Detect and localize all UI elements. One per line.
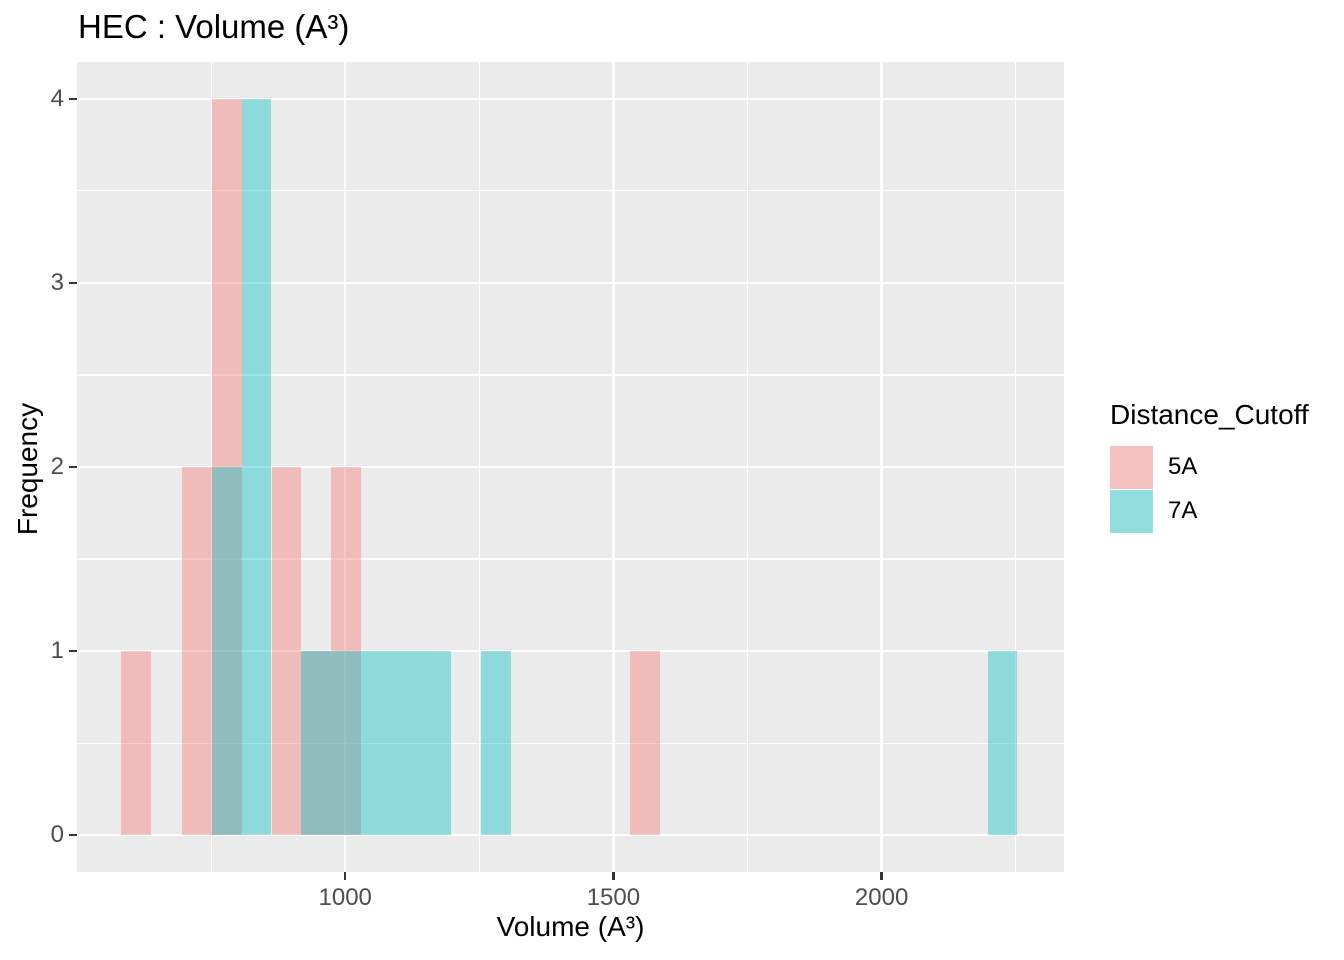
x-tick-mark [612, 872, 615, 880]
histogram-bar-7A [480, 651, 511, 836]
gridline-y-minor [77, 374, 1064, 376]
x-axis-title: Volume (A³) [496, 911, 645, 942]
histogram-bar-7A [331, 651, 361, 836]
y-tick-mark [68, 97, 77, 101]
histogram-bar-5A [272, 467, 302, 836]
gridline-y-major [77, 833, 1064, 837]
histogram-bar-5A [182, 467, 213, 836]
histogram-bar-5A [301, 651, 332, 836]
y-tick-mark [68, 649, 77, 653]
histogram-bar-7A [242, 98, 272, 836]
histogram-bar-7A [301, 651, 332, 836]
legend-swatch-7A [1110, 490, 1153, 533]
y-tick-label: 2 [50, 453, 64, 480]
histogram-bar-5A [120, 651, 152, 836]
y-tick-mark [68, 833, 77, 837]
gridline-y-minor [77, 742, 1064, 744]
y-tick-label: 1 [50, 637, 64, 665]
x-tick-mark [880, 872, 883, 880]
legend-title: Distance_Cutoff [1110, 399, 1309, 430]
histogram-bar-5A [629, 651, 660, 836]
y-tick-label: 3 [50, 268, 64, 296]
x-tick-label: 1500 [586, 884, 641, 911]
gridline-y-major [77, 97, 1064, 100]
legend-key-5A [1110, 446, 1153, 489]
y-tick-mark [68, 465, 77, 469]
histogram-bar-7A [390, 651, 421, 836]
histogram-bar-7A [988, 651, 1018, 836]
histogram-bar-5A [331, 467, 361, 836]
gridline-y-major [77, 649, 1064, 653]
legend-label-7A: 7A [1168, 497, 1198, 524]
histogram-bar-7A [420, 651, 451, 836]
gridline-y-major [77, 465, 1064, 469]
plot-panel [77, 62, 1064, 872]
histogram-bar-5A [212, 98, 243, 836]
y-tick-mark [68, 281, 77, 285]
y-tick-label: 0 [50, 821, 64, 849]
x-tick-mark [343, 872, 347, 880]
x-tick-label: 2000 [854, 884, 909, 911]
gridline-y-minor [77, 190, 1064, 192]
legend-swatch-5A [1110, 446, 1153, 489]
x-tick-label: 1000 [318, 884, 372, 911]
legend-key-7A [1110, 490, 1153, 533]
histogram-bar-7A [212, 467, 243, 836]
y-tick-label: 4 [50, 84, 64, 112]
plot-title: HEC : Volume (A³) [78, 8, 350, 45]
gridline-y-major [77, 281, 1064, 285]
histogram-bar-7A [360, 651, 391, 836]
legend-label-5A: 5A [1168, 453, 1198, 480]
gridline-y-minor [77, 558, 1064, 560]
